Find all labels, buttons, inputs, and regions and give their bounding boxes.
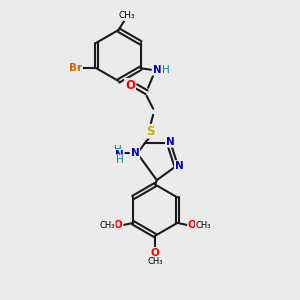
Text: S: S [146, 125, 154, 138]
Text: CH₃: CH₃ [118, 11, 135, 20]
Text: O: O [188, 220, 197, 230]
Text: N: N [175, 161, 184, 171]
Text: H: H [116, 155, 123, 165]
Text: N: N [153, 65, 161, 75]
Text: CH₃: CH₃ [99, 221, 115, 230]
Text: N: N [130, 148, 140, 158]
Text: O: O [125, 79, 135, 92]
Text: N: N [115, 150, 124, 160]
Text: CH₃: CH₃ [196, 221, 211, 230]
Text: CH₃: CH₃ [148, 257, 163, 266]
Text: Br: Br [69, 63, 82, 73]
Text: N: N [166, 137, 175, 147]
Text: O: O [114, 220, 123, 230]
Text: H: H [114, 145, 122, 155]
Text: O: O [151, 248, 160, 258]
Text: H: H [162, 65, 170, 75]
